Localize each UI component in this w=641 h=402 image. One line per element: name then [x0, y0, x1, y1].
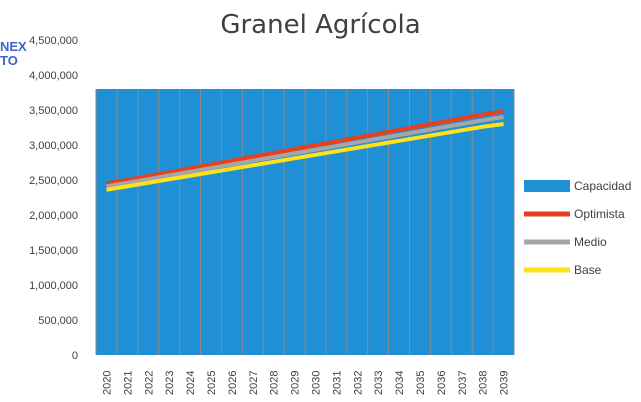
y-tick-label: 1,500,000 [29, 245, 78, 257]
legend-label-optimista: Optimista [574, 207, 625, 221]
x-tick-label: 2038 [478, 371, 490, 395]
x-tick-label: 2039 [499, 371, 511, 395]
x-tick-label: 2025 [206, 371, 218, 395]
y-axis: 0 500,000 1,000,000 1,500,000 2,000,000 2,500… [29, 35, 78, 362]
y-tick-label: 3,000,000 [29, 140, 78, 152]
cropped-text-line-1: NEX [0, 39, 27, 54]
x-tick-label: 2022 [143, 371, 155, 395]
plot-area [95, 89, 515, 355]
legend-label-medio: Medio [574, 235, 607, 249]
legend-label-capacidad: Capacidad [574, 179, 631, 193]
x-tick-label: 2026 [227, 371, 239, 395]
x-tick-label: 2036 [436, 371, 448, 395]
y-tick-label: 4,000,000 [29, 70, 78, 82]
y-tick-label: 3,500,000 [29, 105, 78, 117]
x-tick-label: 2029 [290, 371, 302, 395]
cropped-text-line-2: TO [0, 53, 18, 68]
x-tick-label: 2032 [352, 371, 364, 395]
series-line-medio [106, 115, 504, 189]
y-tick-label: 4,500,000 [29, 35, 78, 47]
x-tick-label: 2027 [248, 371, 260, 395]
x-tick-label: 2021 [122, 371, 134, 395]
y-tick-label: 1,000,000 [29, 280, 78, 292]
x-tick-label: 2033 [373, 371, 385, 395]
legend-label-base: Base [574, 263, 602, 277]
legend-swatch-capacidad [524, 180, 570, 192]
x-tick-label: 2020 [101, 371, 113, 395]
x-tick-label: 2034 [394, 371, 406, 395]
x-tick-label: 2030 [310, 371, 322, 395]
cropped-side-text: NEX TO [0, 40, 27, 68]
chart-title: Granel Agrícola [220, 10, 421, 40]
series-line-optimista [106, 109, 504, 186]
y-tick-label: 0 [72, 350, 78, 362]
legend: Capacidad Optimista Medio Base [524, 179, 631, 277]
y-tick-label: 2,000,000 [29, 210, 78, 222]
y-tick-label: 2,500,000 [29, 175, 78, 187]
x-tick-label: 2023 [164, 371, 176, 395]
x-tick-label: 2028 [269, 371, 281, 395]
x-tick-label: 2035 [415, 371, 427, 395]
x-tick-label: 2037 [457, 371, 469, 395]
x-tick-label: 2031 [331, 371, 343, 395]
series-line-base [106, 122, 504, 192]
x-axis: 2020 2021 2022 2023 2024 2025 2026 2027 2028 2029… [101, 371, 510, 395]
y-tick-label: 500,000 [38, 315, 78, 327]
x-tick-label: 2024 [185, 371, 197, 395]
